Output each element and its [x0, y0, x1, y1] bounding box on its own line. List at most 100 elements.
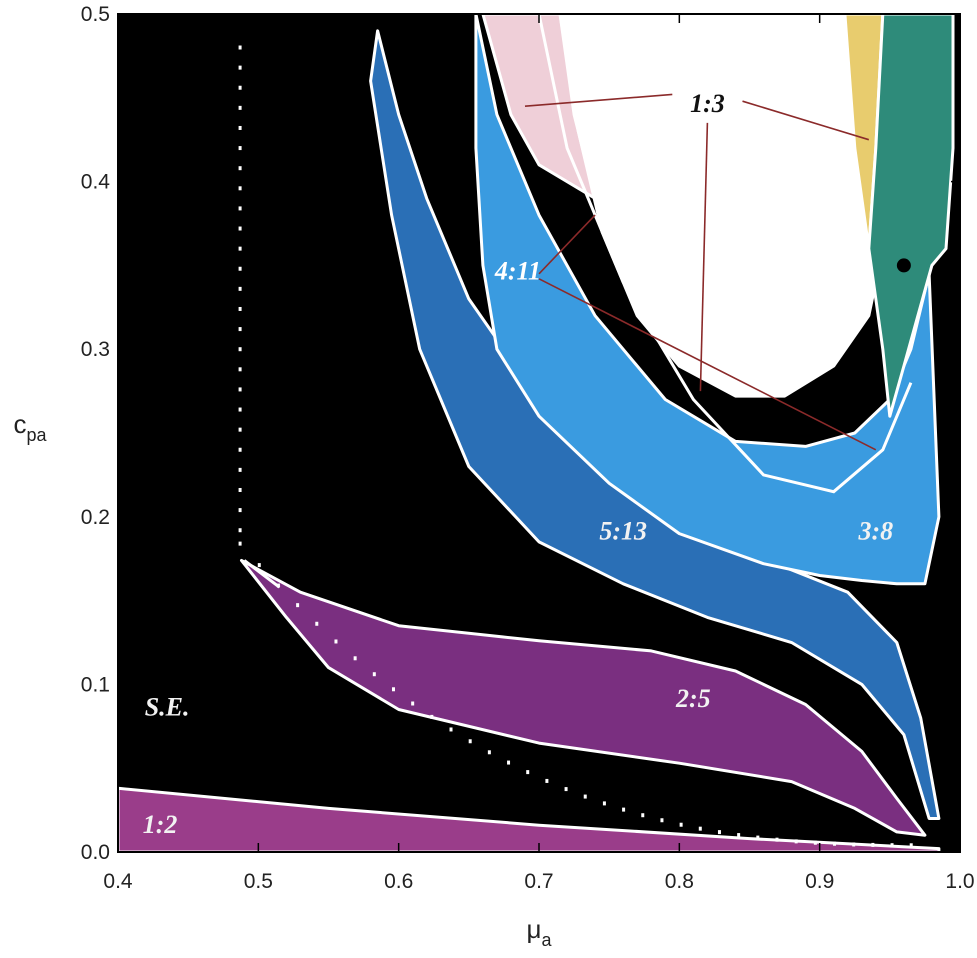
- separatrix-dot: [430, 714, 434, 719]
- separatrix-dot: [564, 787, 568, 792]
- marker-point: [896, 258, 911, 273]
- separatrix-dot: [622, 807, 626, 812]
- y-tick-label: 0.0: [81, 841, 110, 864]
- separatrix-dot: [698, 826, 702, 831]
- separatrix-dot: [238, 407, 242, 412]
- separatrix-dot: [794, 839, 798, 844]
- leader-line: [538, 214, 596, 275]
- separatrix-dot: [717, 830, 721, 835]
- separatrix-dots: [238, 45, 913, 848]
- region-label: 3:8: [857, 517, 893, 546]
- separatrix-dot: [391, 687, 395, 692]
- separatrix-dot: [238, 105, 242, 110]
- x-tick-label: 0.9: [805, 870, 834, 893]
- separatrix-dot: [852, 842, 856, 847]
- leader-lines: [524, 93, 877, 451]
- separatrix-dot: [334, 639, 338, 644]
- separatrix-dot: [296, 603, 300, 608]
- separatrix-dot: [257, 563, 261, 568]
- separatrix-dot: [238, 347, 242, 352]
- separatrix-dot: [238, 246, 242, 251]
- boundary-inner: [537, 14, 913, 494]
- separatrix-dot: [238, 467, 242, 472]
- separatrix-dot: [238, 387, 242, 392]
- separatrix-dot: [468, 739, 472, 744]
- region-3-8: [474, 14, 941, 586]
- separatrix-dot: [238, 65, 242, 70]
- separatrix-dot: [353, 656, 357, 661]
- separatrix-dot: [238, 226, 242, 231]
- separatrix-dot: [238, 206, 242, 211]
- y-axis-label: cpa: [13, 409, 47, 445]
- x-tick-label: 0.8: [665, 870, 694, 893]
- boundary-cusp: [243, 559, 281, 589]
- separatrix-dot: [737, 833, 741, 838]
- region-label: 2:5: [675, 684, 711, 713]
- separatrix-dot: [411, 701, 415, 706]
- separatrix-dot: [775, 837, 779, 842]
- x-axis-label: μa: [527, 914, 553, 950]
- separatrix-dot: [602, 801, 606, 806]
- y-tick-label: 0.4: [81, 171, 111, 194]
- separatrix-dot: [276, 583, 280, 588]
- separatrix-dot: [238, 508, 242, 513]
- region-2-5: [240, 558, 927, 837]
- y-tick-label: 0.5: [81, 3, 110, 26]
- leader-line: [538, 278, 877, 451]
- separatrix-dot: [756, 835, 760, 840]
- separatrix-dot: [890, 843, 894, 848]
- plot-area: [118, 14, 960, 852]
- separatrix-dot: [238, 266, 242, 271]
- separatrix-dot: [583, 794, 587, 799]
- separatrix-dot: [238, 286, 242, 291]
- separatrix-dot: [238, 487, 242, 492]
- separatrix-dot: [545, 778, 549, 783]
- separatrix-dot: [238, 166, 242, 171]
- region-label: 4:11: [494, 257, 541, 286]
- separatrix-dot: [526, 770, 530, 775]
- ticks: 0.4 0.5 0.6 0.7 0.8 0.9 1.0 0.0 0.1 0.2 0.3 0.4 0.5: [81, 3, 975, 893]
- x-tick-label: 0.7: [524, 870, 553, 893]
- separatrix-dot: [487, 750, 491, 755]
- separatrix-dot: [238, 306, 242, 311]
- y-tick-label: 0.3: [81, 338, 110, 361]
- region-label: S.E.: [145, 693, 190, 722]
- x-tick-label: 0.4: [103, 870, 133, 893]
- separatrix-dot: [238, 427, 242, 432]
- separatrix-dot: [315, 621, 319, 626]
- separatrix-dot: [641, 813, 645, 818]
- separatrix-dot: [238, 125, 242, 130]
- separatrix-dot: [871, 842, 875, 847]
- y-tick-label: 0.1: [81, 673, 110, 696]
- y-tick-label: 0.2: [81, 506, 110, 529]
- x-tick-label: 0.5: [244, 870, 273, 893]
- separatrix-dot: [813, 840, 817, 845]
- separatrix-dot: [238, 447, 242, 452]
- separatrix-dot: [679, 822, 683, 827]
- separatrix-dot: [660, 818, 664, 823]
- region-1-2: [118, 786, 941, 852]
- leader-line: [524, 93, 673, 107]
- separatrix-dot: [833, 841, 837, 846]
- separatrix-dot: [238, 367, 242, 372]
- separatrix-dot: [238, 146, 242, 151]
- region-teal: [867, 14, 955, 418]
- separatrix-dot: [238, 85, 242, 90]
- region-label: 1:2: [143, 810, 178, 839]
- leader-line: [699, 122, 709, 392]
- x-tick-label: 1.0: [945, 870, 974, 893]
- separatrix-dot: [238, 45, 242, 50]
- region-labels: 1:2 2:5 5:13 3:8 1:3 4:11 S.E.: [143, 89, 893, 839]
- separatrix-dot: [238, 327, 242, 332]
- separatrix-dot: [507, 760, 511, 765]
- separatrix-dot: [909, 843, 913, 848]
- region-label: 1:3: [690, 89, 725, 118]
- separatrix-dot: [238, 541, 242, 546]
- separatrix-dot: [372, 672, 376, 677]
- leader-line: [742, 100, 870, 141]
- separatrix-dot: [238, 528, 242, 533]
- separatrix-dot: [449, 727, 453, 732]
- region-label: 5:13: [599, 517, 647, 546]
- x-tick-label: 0.6: [384, 870, 413, 893]
